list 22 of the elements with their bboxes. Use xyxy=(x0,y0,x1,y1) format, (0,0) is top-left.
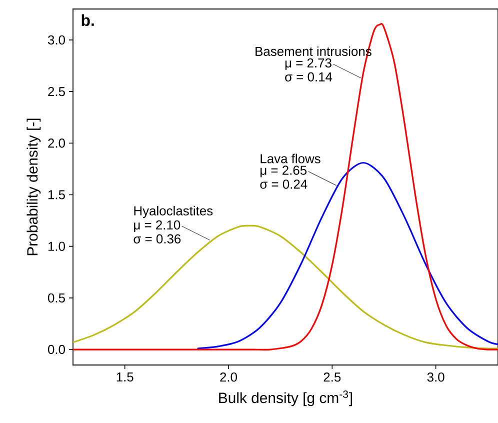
y-tick-label: 2.0 xyxy=(48,138,65,148)
annotation: μ = 2.73 xyxy=(285,58,332,70)
x-tick-label: 1.5 xyxy=(116,372,134,382)
y-tick-label: 1.5 xyxy=(48,190,65,200)
y-axis-title: Probability density [-] xyxy=(26,118,41,256)
y-tick-label: 0.0 xyxy=(48,344,65,354)
x-tick-label: 3.0 xyxy=(427,372,444,382)
annotation: σ = 0.24 xyxy=(260,180,308,189)
y-tick-label: 3.0 xyxy=(48,35,65,45)
x-tick-label: 2.5 xyxy=(324,372,341,382)
x-tick-label: 2.0 xyxy=(220,372,237,382)
annotation: μ = 2.10 xyxy=(134,220,180,232)
annotation: μ = 2.65 xyxy=(260,166,307,178)
y-tick-label: 2.5 xyxy=(48,86,65,96)
y-tick-label: 0.5 xyxy=(48,293,65,303)
chart-title: b. xyxy=(82,14,94,26)
annotation: σ = 0.14 xyxy=(285,72,332,82)
series-label: Hyaloclastites xyxy=(134,206,213,218)
text: Lava flows xyxy=(260,154,320,164)
annotation: σ = 0.36 xyxy=(134,234,181,244)
y-tick-label: 1.0 xyxy=(48,242,65,251)
x-axis-title: Bulk density [g cm$^{-3}$] xyxy=(219,390,352,406)
